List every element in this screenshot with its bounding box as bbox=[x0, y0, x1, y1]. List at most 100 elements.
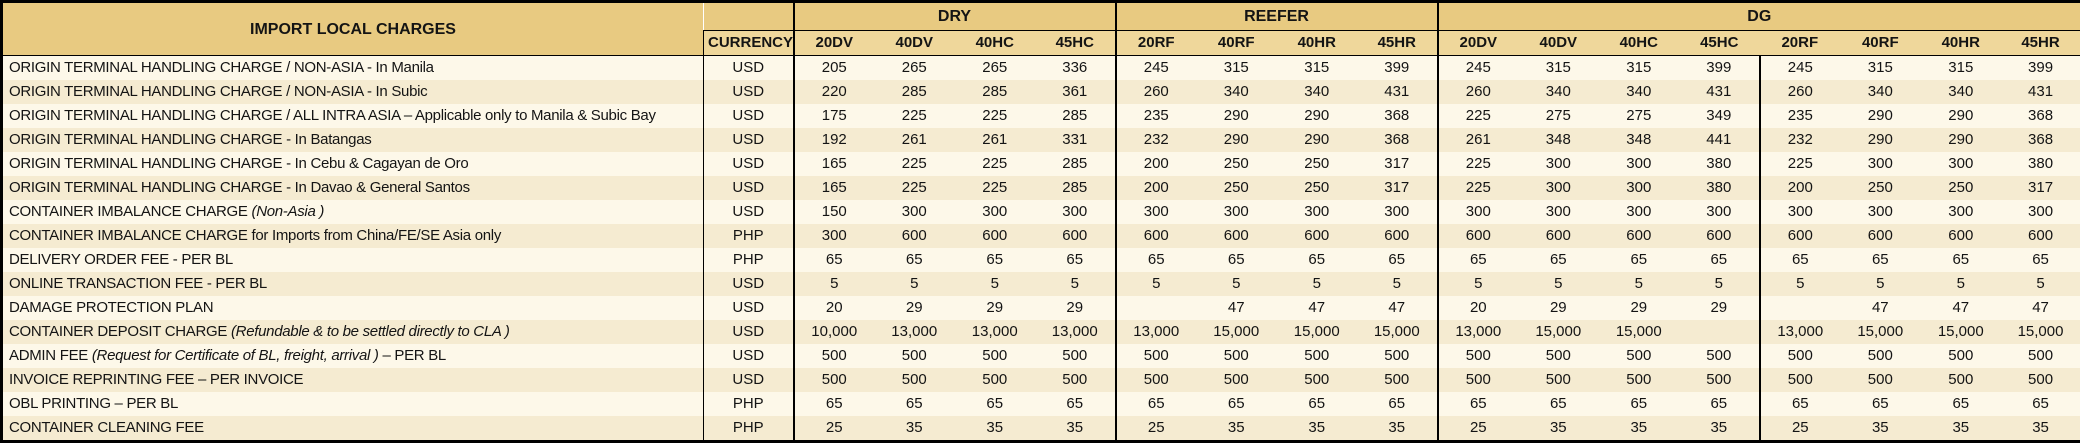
value-cell: 245 bbox=[1438, 56, 1519, 81]
charge-label: ORIGIN TERMINAL HANDLING CHARGE / ALL IN… bbox=[2, 104, 704, 128]
value-cell: 600 bbox=[1599, 224, 1680, 248]
value-cell: 600 bbox=[955, 224, 1036, 248]
value-cell: 285 bbox=[1035, 104, 1116, 128]
column-header-dg-45hr: 45HR bbox=[2001, 31, 2080, 56]
value-cell: 500 bbox=[1357, 368, 1438, 392]
value-cell: 300 bbox=[1518, 152, 1599, 176]
value-cell: 65 bbox=[2001, 248, 2080, 272]
value-cell: 300 bbox=[1518, 176, 1599, 200]
value-cell: 29 bbox=[1679, 296, 1760, 320]
value-cell: 399 bbox=[1357, 56, 1438, 81]
value-cell: 600 bbox=[1921, 224, 2002, 248]
value-cell: 165 bbox=[794, 176, 875, 200]
value-cell: 225 bbox=[874, 176, 955, 200]
value-cell: 65 bbox=[1599, 248, 1680, 272]
charge-label: CONTAINER IMBALANCE CHARGE for Imports f… bbox=[2, 224, 704, 248]
value-cell: 600 bbox=[1116, 224, 1197, 248]
value-cell: 250 bbox=[1277, 176, 1358, 200]
charge-label: INVOICE REPRINTING FEE – PER INVOICE bbox=[2, 368, 704, 392]
value-cell: 5 bbox=[955, 272, 1036, 296]
value-cell: 300 bbox=[1921, 200, 2002, 224]
value-cell: 15,000 bbox=[1599, 320, 1680, 344]
value-cell: 225 bbox=[1438, 152, 1519, 176]
value-cell: 65 bbox=[955, 392, 1036, 416]
table-row: CONTAINER DEPOSIT CHARGE (Refundable & t… bbox=[2, 320, 2080, 344]
value-cell: 235 bbox=[1116, 104, 1197, 128]
value-cell: 431 bbox=[1357, 80, 1438, 104]
charge-label: ORIGIN TERMINAL HANDLING CHARGE / NON-AS… bbox=[2, 56, 704, 81]
value-cell: 5 bbox=[1035, 272, 1116, 296]
column-header-reefer-20rf: 20RF bbox=[1116, 31, 1197, 56]
value-cell: 5 bbox=[1921, 272, 2002, 296]
group-header-reefer: REEFER bbox=[1116, 2, 1438, 31]
value-cell: 315 bbox=[1277, 56, 1358, 81]
value-cell: 600 bbox=[1277, 224, 1358, 248]
group-header-dry: DRY bbox=[794, 2, 1116, 31]
value-cell: 15,000 bbox=[1840, 320, 1921, 344]
value-cell: 300 bbox=[1599, 200, 1680, 224]
value-cell: 368 bbox=[2001, 104, 2080, 128]
value-cell: 65 bbox=[2001, 392, 2080, 416]
value-cell: 500 bbox=[1116, 368, 1197, 392]
value-cell: 600 bbox=[1679, 224, 1760, 248]
value-cell: 175 bbox=[794, 104, 875, 128]
value-cell: 5 bbox=[794, 272, 875, 296]
charges-body: ORIGIN TERMINAL HANDLING CHARGE / NON-AS… bbox=[2, 56, 2080, 442]
value-cell: 5 bbox=[1116, 272, 1197, 296]
value-cell: 250 bbox=[1196, 152, 1277, 176]
value-cell: 600 bbox=[874, 224, 955, 248]
table-row: ORIGIN TERMINAL HANDLING CHARGE - In Ceb… bbox=[2, 152, 2080, 176]
charge-label: DAMAGE PROTECTION PLAN bbox=[2, 296, 704, 320]
value-cell: 380 bbox=[1679, 152, 1760, 176]
value-cell: 220 bbox=[794, 80, 875, 104]
currency-cell: USD bbox=[704, 56, 794, 81]
value-cell: 29 bbox=[1035, 296, 1116, 320]
value-cell: 15,000 bbox=[1921, 320, 2002, 344]
value-cell: 380 bbox=[1679, 176, 1760, 200]
value-cell: 500 bbox=[1116, 344, 1197, 368]
currency-cell: PHP bbox=[704, 248, 794, 272]
value-cell: 13,000 bbox=[1760, 320, 1841, 344]
value-cell: 500 bbox=[2001, 368, 2080, 392]
value-cell: 5 bbox=[1599, 272, 1680, 296]
value-cell: 20 bbox=[1438, 296, 1519, 320]
value-cell: 300 bbox=[1196, 200, 1277, 224]
currency-cell: USD bbox=[704, 368, 794, 392]
value-cell: 317 bbox=[1357, 152, 1438, 176]
value-cell: 65 bbox=[1760, 392, 1841, 416]
value-cell: 285 bbox=[1035, 152, 1116, 176]
value-cell: 500 bbox=[1196, 344, 1277, 368]
value-cell: 500 bbox=[2001, 344, 2080, 368]
table-row: CONTAINER IMBALANCE CHARGE for Imports f… bbox=[2, 224, 2080, 248]
charge-label: CONTAINER CLEANING FEE bbox=[2, 416, 704, 442]
charge-label: ADMIN FEE (Request for Certificate of BL… bbox=[2, 344, 704, 368]
value-cell: 500 bbox=[794, 344, 875, 368]
currency-cell: USD bbox=[704, 296, 794, 320]
value-cell: 300 bbox=[1035, 200, 1116, 224]
value-cell: 348 bbox=[1518, 128, 1599, 152]
value-cell: 315 bbox=[1518, 56, 1599, 81]
value-cell: 13,000 bbox=[1035, 320, 1116, 344]
value-cell: 368 bbox=[1357, 128, 1438, 152]
value-cell: 65 bbox=[1357, 248, 1438, 272]
value-cell: 65 bbox=[1599, 392, 1680, 416]
column-header-dg-40rf: 40RF bbox=[1840, 31, 1921, 56]
column-header-dry-40hc: 40HC bbox=[955, 31, 1036, 56]
value-cell: 290 bbox=[1277, 104, 1358, 128]
value-cell: 5 bbox=[1679, 272, 1760, 296]
value-cell: 65 bbox=[955, 248, 1036, 272]
value-cell: 500 bbox=[1840, 368, 1921, 392]
value-cell: 65 bbox=[1277, 392, 1358, 416]
value-cell: 200 bbox=[1116, 176, 1197, 200]
value-cell: 13,000 bbox=[874, 320, 955, 344]
value-cell: 205 bbox=[794, 56, 875, 81]
value-cell: 5 bbox=[2001, 272, 2080, 296]
table-row: ORIGIN TERMINAL HANDLING CHARGE - In Dav… bbox=[2, 176, 2080, 200]
currency-cell: PHP bbox=[704, 416, 794, 442]
value-cell: 65 bbox=[1035, 248, 1116, 272]
